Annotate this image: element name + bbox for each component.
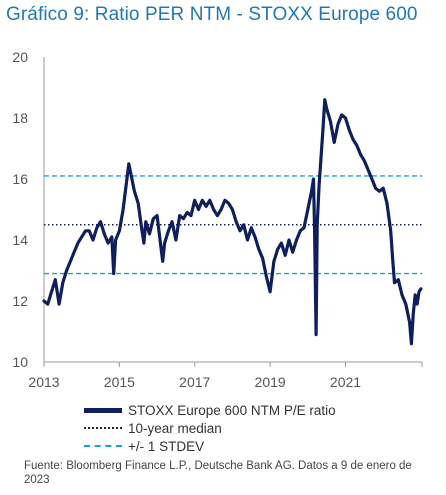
y-tick-label: 10: [12, 354, 28, 370]
legend-item-median: 10-year median: [84, 419, 336, 437]
legend-swatch-dashed: [84, 445, 122, 447]
y-tick-label: 14: [12, 232, 28, 248]
y-tick-label: 12: [12, 293, 28, 309]
legend-item-series: STOXX Europe 600 NTM P/E ratio: [84, 401, 336, 419]
legend-label: STOXX Europe 600 NTM P/E ratio: [128, 402, 336, 418]
chart-title: Gráfico 9: Ratio PER NTM - STOXX Europe …: [6, 4, 418, 25]
x-tick-label: 2017: [179, 374, 210, 390]
x-tick-label: 2013: [28, 374, 59, 390]
source-note: Fuente: Bloomberg Finance L.P., Deutsche…: [24, 460, 412, 486]
y-tick-label: 20: [12, 49, 28, 65]
y-tick-label: 18: [12, 110, 28, 126]
pe-ratio-series-line: [42, 98, 423, 346]
legend-swatch-dotted: [84, 427, 122, 429]
x-tick-label: 2019: [255, 374, 286, 390]
legend-label: +/- 1 STDEV: [128, 438, 205, 454]
x-tick-label: 2015: [104, 374, 135, 390]
legend-label: 10-year median: [128, 420, 222, 436]
x-tick-label: 2021: [330, 374, 361, 390]
legend-swatch-solid: [84, 407, 122, 413]
legend-item-stdev: +/- 1 STDEV: [84, 437, 336, 455]
y-tick-label: 16: [12, 171, 28, 187]
legend: STOXX Europe 600 NTM P/E ratio 10-year m…: [84, 401, 336, 455]
